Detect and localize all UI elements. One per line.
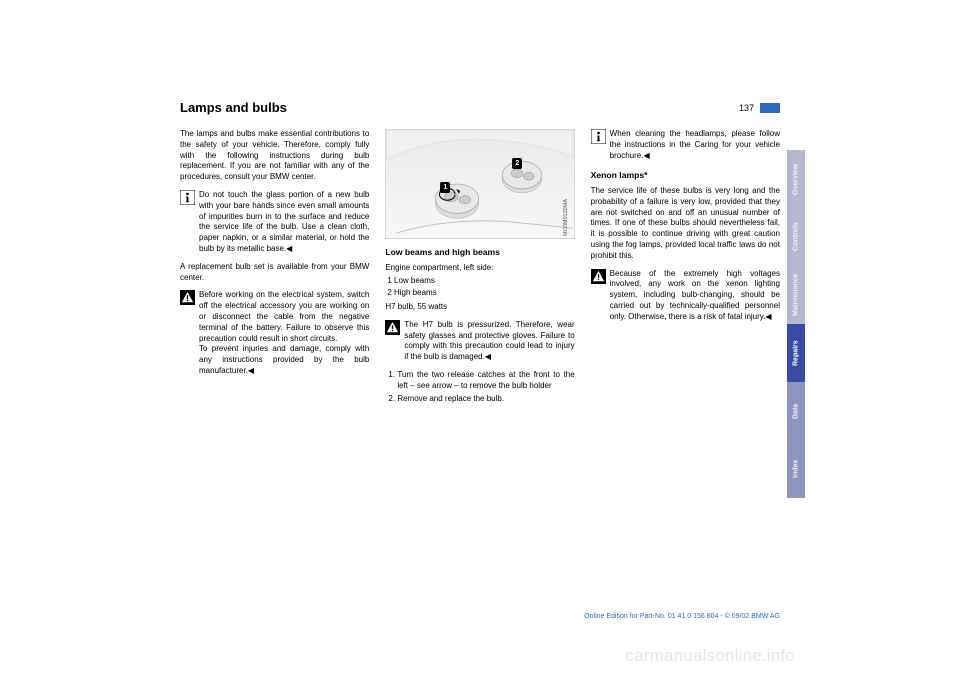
bulb-spec: H7 bulb, 55 watts xyxy=(385,302,574,313)
note2b-text: To prevent injuries and damage, comply w… xyxy=(199,344,369,376)
engine-drawing xyxy=(386,130,573,238)
column-2: 1 2 MO3M0120MA Low beams and high beams … xyxy=(385,129,574,411)
beam-list: 1 Low beams 2 High beams xyxy=(385,276,574,299)
intro-text: The lamps and bulbs make essential contr… xyxy=(180,129,369,183)
tab-index[interactable]: Index xyxy=(787,440,805,498)
page-number: 137 xyxy=(739,103,754,113)
page-number-bar xyxy=(760,103,780,113)
h7-warning-block: The H7 bulb is pressurized. Therefore, w… xyxy=(385,320,574,370)
replacement-text: A replacement bulb set is available from… xyxy=(180,262,369,284)
tab-repairs[interactable]: Repairs xyxy=(787,324,805,382)
site-watermark: carmanualsonline.info xyxy=(625,646,795,666)
tab-maintenance[interactable]: Maintenance xyxy=(787,266,805,324)
info-icon xyxy=(180,190,195,204)
xenon-warning-text: Because of the extremely high voltages i… xyxy=(610,269,780,323)
figure-label-1: 1 xyxy=(440,182,450,193)
figure-label-2: 2 xyxy=(512,158,522,169)
list-item: 1 Low beams xyxy=(387,276,574,287)
column-1: The lamps and bulbs make essential contr… xyxy=(180,129,369,411)
xenon-warning-block: Because of the extremely high voltages i… xyxy=(591,269,780,330)
tab-overview[interactable]: Overview xyxy=(787,150,805,208)
warning-icon xyxy=(385,320,400,334)
tab-data[interactable]: Data xyxy=(787,382,805,440)
cleaning-text: When cleaning the headlamps, please foll… xyxy=(610,129,780,161)
h7-warning-text: The H7 bulb is pressurized. Therefore, w… xyxy=(404,320,574,363)
page-title: Lamps and bulbs xyxy=(180,100,287,115)
page-number-block: 137 xyxy=(739,103,780,113)
xenon-heading: Xenon lamps* xyxy=(591,170,780,182)
manual-page: Lamps and bulbs 137 The lamps and bulbs … xyxy=(180,100,780,620)
list-item: 2 High beams xyxy=(387,288,574,299)
side-tabs: Overview Controls Maintenance Repairs Da… xyxy=(787,150,805,498)
engine-figure: 1 2 MO3M0120MA xyxy=(385,129,574,239)
note2-text: Before working on the electrical system,… xyxy=(199,290,369,344)
xenon-body: The service life of these bulbs is very … xyxy=(591,186,780,262)
figure-code: MO3M0120MA xyxy=(563,199,570,236)
cleaning-note-block: When cleaning the headlamps, please foll… xyxy=(591,129,780,168)
info-icon xyxy=(591,129,606,143)
step-item: Remove and replace the bulb. xyxy=(397,394,574,405)
page-footer: Online Edition for Part-No. 01 41 0 156 … xyxy=(584,613,780,620)
steps-list: Turn the two release catches at the fron… xyxy=(385,370,574,404)
column-3: When cleaning the headlamps, please foll… xyxy=(591,129,780,411)
warning-icon xyxy=(180,290,195,304)
note1-text: Do not touch the glass portion of a new … xyxy=(199,190,369,255)
page-header: Lamps and bulbs 137 xyxy=(180,100,780,115)
note-block-1: Do not touch the glass portion of a new … xyxy=(180,190,369,262)
engine-side-text: Engine compartment, left side: xyxy=(385,263,574,274)
lowbeams-heading: Low beams and high beams xyxy=(385,247,574,259)
step-item: Turn the two release catches at the fron… xyxy=(397,370,574,392)
tab-controls[interactable]: Controls xyxy=(787,208,805,266)
content-columns: The lamps and bulbs make essential contr… xyxy=(180,129,780,411)
note-block-2: Before working on the electrical system,… xyxy=(180,290,369,383)
warning-icon xyxy=(591,269,606,283)
